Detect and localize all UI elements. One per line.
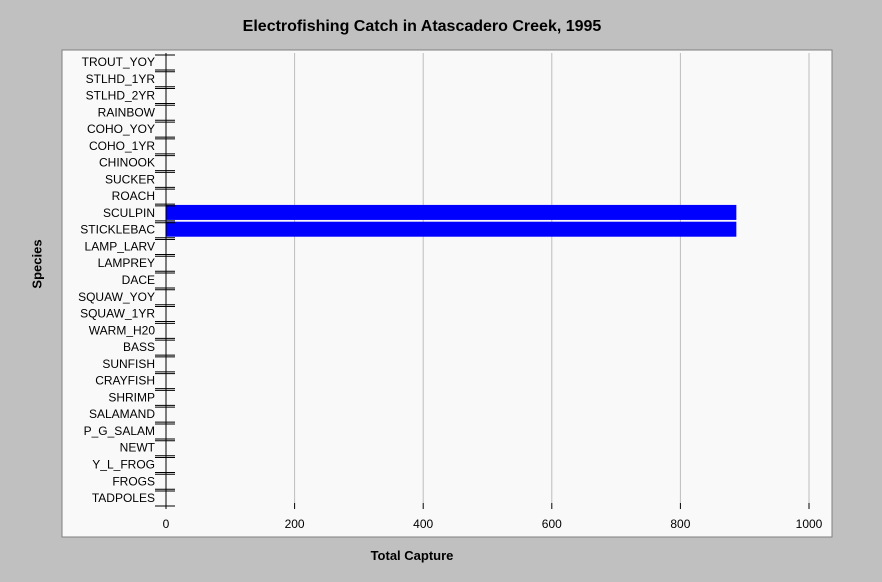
x-tick-label: 400: [413, 517, 433, 531]
x-tick-label: 600: [542, 517, 562, 531]
y-tick-label: P_G_SALAM: [84, 424, 155, 438]
bars: [166, 204, 737, 237]
y-tick-label: CRAYFISH: [95, 374, 155, 388]
y-tick-label: TROUT_YOY: [82, 55, 155, 69]
x-tick-label: 200: [285, 517, 305, 531]
chart-title: Electrofishing Catch in Atascadero Creek…: [242, 18, 602, 35]
y-tick-label: COHO_1YR: [89, 139, 155, 153]
y-tick-label: STLHD_1YR: [86, 72, 156, 86]
x-tick-label: 1000: [796, 517, 823, 531]
y-tick-label: NEWT: [120, 441, 156, 455]
y-tick-label: LAMP_LARV: [85, 239, 155, 253]
y-tick-label: STLHD_2YR: [86, 89, 156, 103]
y-tick-label: SHRIMP: [108, 390, 155, 404]
y-tick-label: SQUAW_YOY: [78, 290, 155, 304]
grid-lines: [294, 53, 810, 503]
y-tick-label: TADPOLES: [92, 491, 155, 505]
x-tick-label: 0: [163, 517, 170, 531]
y-tick-label: SUCKER: [105, 172, 155, 186]
y-tick-label: SUNFISH: [102, 357, 155, 371]
y-tick-label: FROGS: [112, 474, 155, 488]
x-tick-label: 800: [670, 517, 690, 531]
y-tick-label: Y_L_FROG: [92, 457, 155, 471]
y-tick-label: BASS: [123, 340, 155, 354]
plot-area-background: [61, 49, 833, 538]
y-tick-label: COHO_YOY: [87, 122, 155, 136]
y-tick-label: RAINBOW: [98, 105, 156, 119]
y-tick-label: LAMPREY: [98, 256, 155, 270]
y-tick-label: CHINOOK: [99, 156, 155, 170]
y-tick-label: SALAMAND: [89, 407, 155, 421]
x-axis-title: Total Capture: [370, 548, 454, 563]
y-tick-label: ROACH: [112, 189, 155, 203]
axes: 0 200 400 600 800 1000 TROUT_YOY STLHD_1YR STLHD…: [78, 53, 823, 531]
y-tick-label: DACE: [122, 273, 155, 287]
y-tick-label: SQUAW_1YR: [80, 307, 155, 321]
bar-sticklebac: [166, 221, 737, 237]
y-tick-label: STICKLEBAC: [80, 223, 155, 237]
y-tick-label: SCULPIN: [103, 206, 155, 220]
bar-sculpin: [166, 204, 737, 220]
y-tick-label: WARM_H20: [89, 323, 156, 337]
